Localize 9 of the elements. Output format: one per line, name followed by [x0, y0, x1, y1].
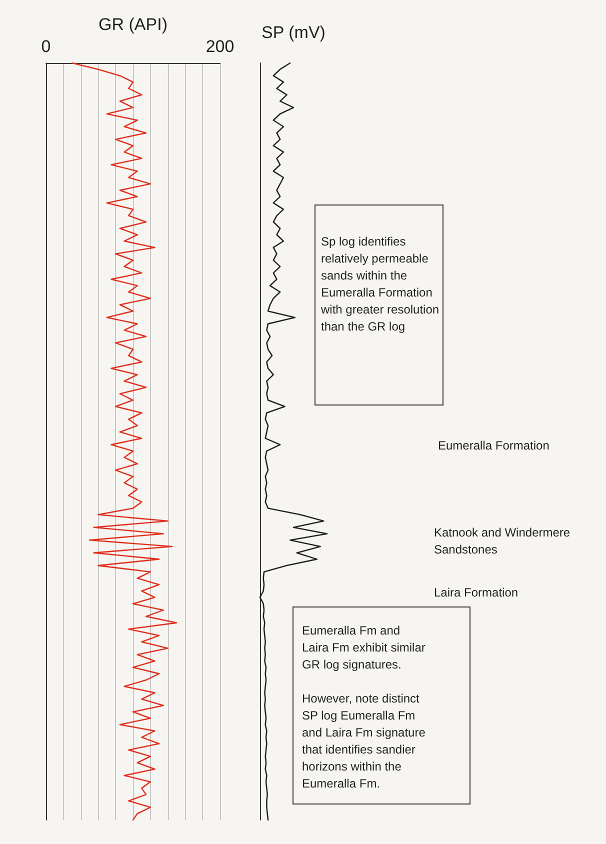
- text: Katnook and Windermere Sandstones: [434, 526, 570, 556]
- x-tick-label: 200: [206, 37, 234, 56]
- text: Eumeralla Formation: [438, 438, 550, 452]
- x-tick-label: 0: [41, 37, 51, 56]
- x-axis-title: GR (API): [98, 15, 168, 34]
- annotation: Sp log identifies relatively permeable sands within the Eumeralla Formation with greater resolution than the GR log: [320, 234, 440, 334]
- x-axis-title: SP (mV): [262, 23, 326, 42]
- text: Eumeralla Fm and Laira Fm exhibit similar GR log signatures. However, note distinct SP log Eumeralla Fm and Laira Fm signature that identifies sandier horizons within the Eumeralla Fm.: [302, 624, 426, 790]
- text: Laira Formation: [434, 586, 518, 600]
